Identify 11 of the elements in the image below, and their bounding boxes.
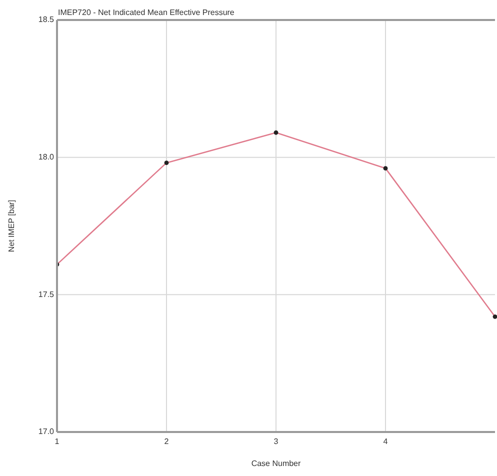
y-tick-label: 18.0 <box>38 152 55 162</box>
x-tick-label: 3 <box>274 437 279 446</box>
x-tick-label: 4 <box>383 437 388 446</box>
x-tick-label: 2 <box>164 437 170 446</box>
y-tick-label: 17.5 <box>38 290 55 299</box>
y-tick-label: 18.5 <box>38 15 55 24</box>
y-axis-title: Net IMEP [bar] <box>7 200 16 252</box>
x-tick-label: 1 <box>54 437 60 446</box>
chart-title: IMEP720 - Net Indicated Mean Effective Pressure <box>58 8 235 17</box>
y-tick-label: 17.0 <box>38 427 55 436</box>
x-axis-title: Case Number <box>251 459 302 468</box>
